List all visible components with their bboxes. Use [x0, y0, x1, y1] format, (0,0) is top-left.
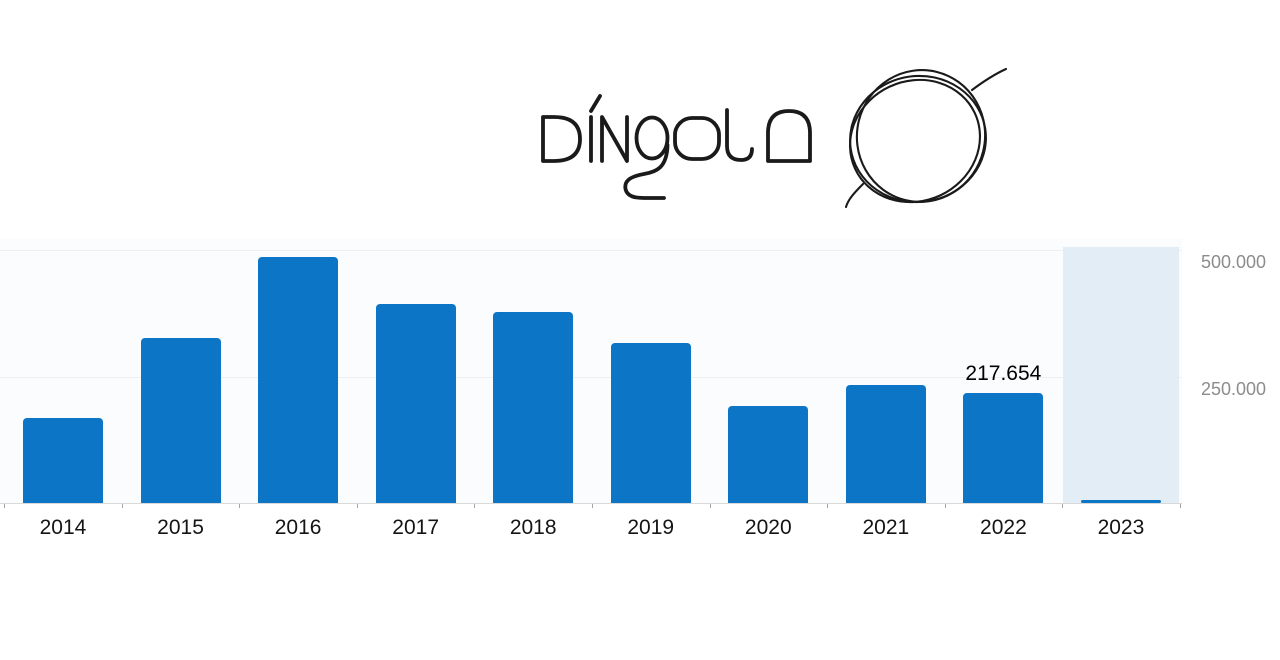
bar-chart: 250.000 500.000 2014 2015 2016 2017 2018 2019 20… — [0, 239, 1280, 549]
axis-tick — [1062, 504, 1064, 508]
logo-svg — [541, 67, 1008, 209]
bar-2014[interactable] — [23, 418, 103, 504]
logo — [0, 0, 1280, 230]
plot-area — [0, 239, 1182, 504]
bar-2015[interactable] — [140, 337, 221, 504]
x-axis-label-2020: 2020 — [744, 516, 792, 539]
axis-tick — [827, 504, 829, 508]
x-axis-label-2022: 2022 — [980, 516, 1027, 539]
bar-2018[interactable] — [493, 311, 574, 504]
axis-tick — [1179, 504, 1181, 508]
x-axis-label-2021: 2021 — [862, 516, 910, 539]
y-axis-label-250000: 250.000 — [1201, 379, 1267, 399]
x-axis-label-2023: 2023 — [1097, 516, 1145, 539]
bar-2019[interactable] — [610, 342, 691, 504]
gridline-250000 — [0, 376, 1182, 378]
bar-2023[interactable] — [1080, 500, 1161, 504]
x-axis-label-2014: 2014 — [39, 516, 87, 539]
x-axis-label-2016: 2016 — [274, 516, 322, 539]
gridline-500000 — [0, 249, 1182, 251]
x-axis-label-2017: 2017 — [392, 516, 439, 539]
x-axis-label-2015: 2015 — [157, 516, 204, 539]
data-label-2022: 217.654 — [965, 361, 1042, 385]
bar-2017[interactable] — [375, 304, 456, 504]
x-axis-line — [0, 503, 1182, 504]
highlight-band-2023 — [1063, 247, 1179, 504]
bar-2016[interactable] — [258, 256, 339, 504]
axis-tick — [709, 504, 711, 508]
axis-tick — [474, 504, 476, 508]
bar-2021[interactable] — [845, 385, 926, 504]
x-axis-label-2018: 2018 — [509, 516, 557, 539]
axis-tick — [944, 504, 946, 508]
brand-wordmark — [541, 94, 812, 200]
axis-tick — [591, 504, 593, 508]
y-axis-label-500000: 500.000 — [1201, 252, 1267, 272]
axis-tick — [239, 504, 241, 508]
bar-2020[interactable] — [728, 405, 809, 504]
axis-tick — [121, 504, 123, 508]
axis-tick — [4, 504, 6, 508]
axis-tick — [356, 504, 358, 508]
x-axis-label-2019: 2019 — [627, 516, 675, 539]
bar-2022[interactable] — [963, 392, 1044, 504]
circle-doodle-icon — [844, 67, 1008, 209]
